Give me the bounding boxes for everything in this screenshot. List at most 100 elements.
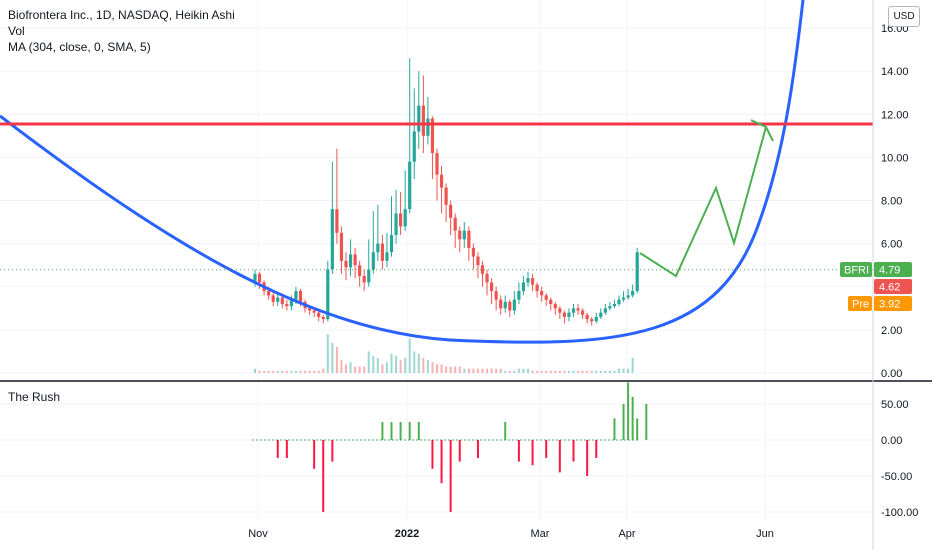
oscillator-bar: [331, 440, 334, 462]
oscillator-bar: [517, 440, 520, 462]
volume-bar: [627, 368, 630, 373]
oscillator-bar: [390, 422, 393, 440]
candle-body: [540, 291, 544, 296]
volume-bar: [577, 370, 580, 373]
volume-bar: [413, 351, 416, 373]
candle-body: [562, 312, 566, 317]
oscillator-bar: [504, 422, 507, 440]
price-tick-label: 12.00: [881, 109, 909, 121]
volume-bar: [408, 338, 411, 373]
volume-bar: [527, 368, 529, 373]
candle-body: [594, 316, 598, 322]
candle-body: [512, 299, 516, 311]
oscillator-bar: [636, 418, 639, 440]
volume-bar: [326, 334, 329, 373]
candle-body: [399, 213, 403, 227]
candle-body: [344, 260, 348, 268]
candle-body: [503, 301, 507, 309]
volume-bar: [472, 368, 475, 373]
volume-bar: [567, 370, 570, 373]
oscillator-bar: [449, 440, 452, 512]
time-tick-label: Nov: [248, 528, 268, 540]
volume-bar: [517, 368, 520, 373]
candle-body: [462, 230, 466, 240]
volume-bar: [308, 370, 311, 373]
candle-body: [435, 153, 439, 175]
volume-bar: [558, 370, 561, 373]
oscillator-bar: [476, 440, 479, 458]
price-badge-value: 4.79: [879, 265, 900, 277]
oscillator-bar: [531, 440, 534, 466]
volume-bar: [618, 368, 620, 373]
volume-bar: [463, 368, 466, 373]
volume-bar: [449, 366, 452, 373]
volume-bar: [508, 370, 511, 373]
volume-bar: [467, 368, 470, 373]
candle-body: [353, 254, 357, 266]
volume-bar: [417, 353, 420, 373]
symbol-badge: [840, 262, 872, 277]
symbol-title[interactable]: Biofrontera Inc., 1D, NASDAQ, Heikin Ash…: [8, 8, 235, 22]
volume-bar: [263, 370, 266, 373]
time-tick-label: 2022: [395, 528, 419, 540]
volume-bar: [490, 368, 493, 373]
oscillator-bar: [458, 440, 461, 462]
volume-bar: [622, 368, 625, 373]
volume-bar: [549, 370, 552, 373]
candle-body: [253, 273, 257, 283]
candle-body: [544, 295, 548, 300]
candle-body: [380, 243, 384, 261]
volume-bar: [481, 368, 484, 373]
volume-bar: [404, 357, 407, 373]
candle-body: [567, 312, 571, 317]
price-tick-label: 0.00: [881, 368, 902, 380]
volume-bar: [367, 351, 370, 373]
price-tick-label: 2.00: [881, 325, 902, 337]
oscillator-bar: [431, 440, 434, 469]
ma-legend[interactable]: MA (304, close, 0, SMA, 5): [8, 40, 151, 54]
oscillator-bar: [631, 396, 634, 440]
volume-bar: [499, 368, 502, 373]
oscillator-bar: [381, 422, 384, 440]
chart-legend: Biofrontera Inc., 1D, NASDAQ, Heikin Ash…: [8, 7, 235, 55]
candle-body: [558, 308, 562, 313]
time-axis[interactable]: Nov 2022 Mar Apr Jun: [248, 528, 774, 540]
candle-body: [508, 301, 512, 311]
candle-body: [317, 312, 321, 317]
volume-bar: [531, 370, 534, 373]
time-tick-label: Mar: [531, 528, 550, 540]
volume-legend[interactable]: Vol: [8, 24, 25, 38]
volume-bar: [322, 368, 325, 373]
volume-bar: [376, 357, 379, 373]
time-tick-label: Jun: [756, 528, 774, 540]
candle-body: [603, 308, 607, 313]
candle-body: [426, 118, 430, 136]
volume-bar: [563, 370, 566, 373]
candle-body: [289, 299, 293, 307]
osc-axis[interactable]: 50.00 0.00 -50.00 -100.00: [881, 399, 918, 519]
symbol-badge-label: Pre: [852, 299, 869, 311]
oscillator-bar: [645, 404, 648, 440]
volume-bar: [354, 366, 357, 373]
candle-body: [394, 213, 398, 235]
osc-tick-label: 50.00: [881, 399, 909, 411]
oscillator-bar: [627, 382, 630, 440]
currency-button[interactable]: USD: [888, 6, 920, 27]
price-badge-value: 3.92: [879, 299, 900, 311]
candle-body: [612, 304, 617, 307]
volume-bar: [572, 370, 575, 373]
price-tick-label: 10.00: [881, 152, 909, 164]
volume-bar: [290, 370, 293, 373]
oscillator-title[interactable]: The Rush: [8, 390, 61, 404]
volume-bar: [495, 368, 498, 373]
candle-body: [494, 291, 498, 300]
osc-tick-label: -100.00: [881, 507, 918, 519]
projection-path[interactable]: [639, 119, 774, 278]
price-badge: [874, 262, 912, 277]
volume-bar: [422, 357, 425, 373]
volume-bar: [486, 368, 489, 373]
candle-body: [571, 308, 576, 313]
volume-bar: [545, 370, 548, 373]
